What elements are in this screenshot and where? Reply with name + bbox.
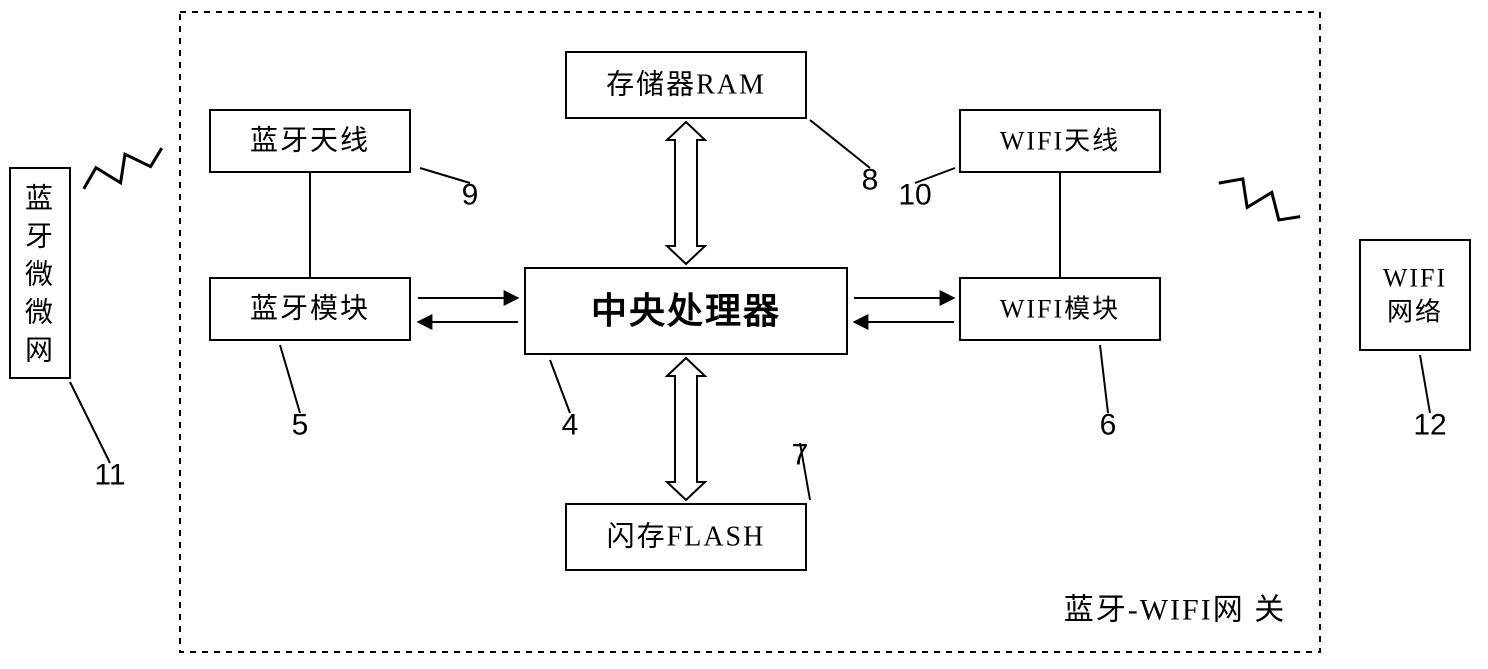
leader-8 <box>810 120 870 168</box>
bluetooth-antenna-box-label: 蓝牙天线 <box>250 125 370 157</box>
bluetooth-piconet-box-label-char: 微 <box>25 297 55 329</box>
bluetooth-piconet-box-label-char: 牙 <box>25 222 55 253</box>
wifi-network-box <box>1360 240 1470 350</box>
bluetooth-piconet-box-label-char: 微 <box>25 259 55 291</box>
wifi-antenna-box-label: WIFI天线 <box>1000 127 1120 156</box>
ref-number-10: 10 <box>898 179 931 212</box>
leader-5 <box>280 345 300 413</box>
flash-box-label: 闪存FLASH <box>607 521 766 553</box>
wireless-bt-icon <box>78 139 168 198</box>
leader-6 <box>1100 345 1108 413</box>
wireless-wifi-icon <box>1215 170 1305 229</box>
leader-4 <box>550 360 570 413</box>
wifi-network-box-label: 网络 <box>1387 298 1443 327</box>
wifi-network-box-label: WIFI <box>1383 264 1447 293</box>
ref-number-5: 5 <box>292 409 309 442</box>
ref-number-12: 12 <box>1413 409 1446 442</box>
ref-number-4: 4 <box>562 409 579 442</box>
ref-number-8: 8 <box>862 164 879 197</box>
bluetooth-piconet-box-label-char: 蓝 <box>25 183 55 215</box>
ref-number-6: 6 <box>1100 409 1117 442</box>
arrow-cpu-flash <box>667 358 705 500</box>
gateway-caption: 蓝牙-WIFI网 关 <box>1064 594 1286 627</box>
bluetooth-module-box-label: 蓝牙模块 <box>250 293 370 325</box>
leader-12 <box>1420 355 1430 413</box>
ram-box-label: 存储器RAM <box>606 69 766 101</box>
ref-number-9: 9 <box>462 179 479 212</box>
bluetooth-piconet-box-label-char: 网 <box>25 336 55 367</box>
cpu-box-label: 中央处理器 <box>591 291 781 331</box>
arrow-cpu-ram <box>667 122 705 264</box>
ref-number-11: 11 <box>94 459 125 492</box>
ref-number-7: 7 <box>792 439 809 472</box>
wifi-module-box-label: WIFI模块 <box>1000 295 1120 324</box>
leader-11 <box>70 382 110 463</box>
